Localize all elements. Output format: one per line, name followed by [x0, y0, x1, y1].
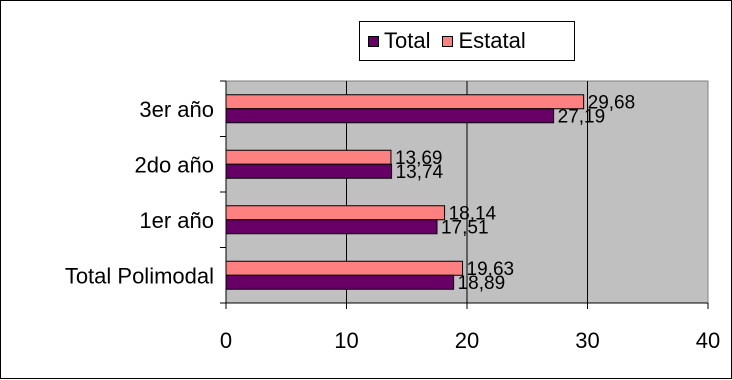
x-tick-label: 20: [455, 328, 479, 353]
bar-estatal: [225, 205, 446, 221]
data-label: 18,14: [449, 203, 497, 224]
data-label: 17,51: [441, 217, 489, 238]
legend-item-estatal: Estatal: [442, 28, 526, 54]
category-label: 3er año: [139, 97, 214, 122]
legend-swatch-estatal: [442, 35, 454, 47]
bar-total: [225, 274, 455, 290]
bar-estatal: [225, 94, 585, 110]
data-label: 13,69: [395, 148, 443, 169]
legend-item-total: Total: [368, 28, 430, 54]
bar-total: [225, 163, 393, 179]
x-tick-label: 40: [696, 328, 720, 353]
data-label: 19,63: [467, 259, 515, 280]
data-label: 18,89: [458, 273, 506, 294]
bar-total: [225, 108, 555, 124]
category-label: 2do año: [134, 152, 214, 177]
data-label: 29,68: [588, 92, 636, 113]
legend-label-total: Total: [384, 28, 431, 53]
category-label: Total Polimodal: [65, 263, 214, 288]
legend-swatch-total: [368, 35, 379, 47]
data-label: 27,19: [558, 106, 606, 127]
x-tick-label: 0: [220, 328, 232, 353]
bar-estatal: [225, 260, 464, 276]
legend-label-estatal: Estatal: [458, 28, 526, 53]
bar-total: [225, 219, 438, 235]
bar-estatal: [225, 149, 392, 165]
x-tick-label: 10: [334, 328, 358, 353]
x-tick-label: 30: [575, 328, 599, 353]
category-label: 1er año: [139, 208, 214, 233]
data-label: 13,74: [396, 162, 444, 183]
legend: Total Estatal: [359, 21, 575, 61]
